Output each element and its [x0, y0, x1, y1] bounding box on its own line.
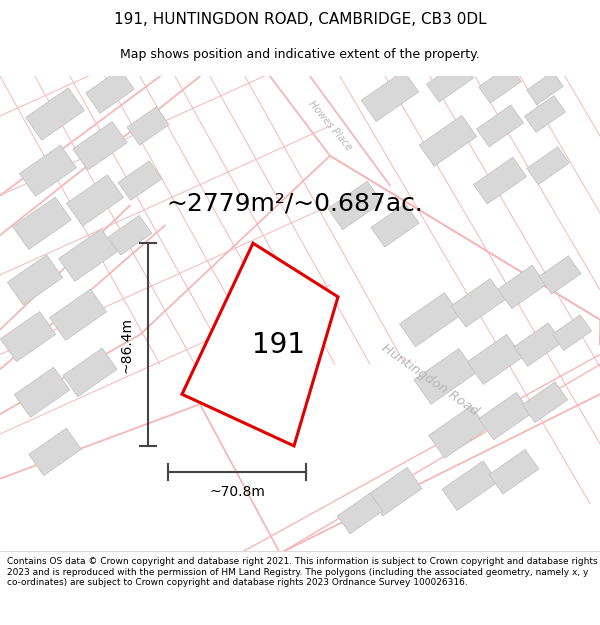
Text: ~86.4m: ~86.4m: [119, 316, 133, 372]
Polygon shape: [361, 71, 419, 121]
Polygon shape: [26, 88, 85, 140]
Polygon shape: [479, 392, 531, 440]
Polygon shape: [127, 107, 169, 145]
Text: 191, HUNTINGDON ROAD, CAMBRIDGE, CB3 0DL: 191, HUNTINGDON ROAD, CAMBRIDGE, CB3 0DL: [113, 11, 487, 26]
Polygon shape: [86, 69, 134, 113]
Polygon shape: [527, 147, 569, 184]
Polygon shape: [451, 279, 505, 327]
Text: Map shows position and indicative extent of the property.: Map shows position and indicative extent…: [120, 48, 480, 61]
Polygon shape: [67, 175, 124, 226]
Polygon shape: [328, 181, 382, 230]
Polygon shape: [498, 265, 546, 309]
Polygon shape: [7, 255, 62, 305]
Polygon shape: [553, 315, 592, 351]
Polygon shape: [63, 348, 117, 397]
Polygon shape: [182, 243, 338, 446]
Polygon shape: [337, 493, 383, 534]
Text: Howes Place: Howes Place: [307, 99, 353, 152]
Polygon shape: [442, 461, 498, 511]
Polygon shape: [1, 311, 56, 362]
Polygon shape: [476, 105, 524, 147]
Polygon shape: [19, 145, 77, 196]
Polygon shape: [489, 449, 539, 494]
Text: Contains OS data © Crown copyright and database right 2021. This information is : Contains OS data © Crown copyright and d…: [7, 557, 598, 587]
Text: Huntingdon Road: Huntingdon Road: [379, 341, 481, 418]
Polygon shape: [13, 197, 71, 249]
Text: ~70.8m: ~70.8m: [209, 484, 265, 499]
Polygon shape: [514, 323, 562, 366]
Polygon shape: [479, 65, 521, 103]
Polygon shape: [428, 406, 487, 458]
Text: 191: 191: [252, 331, 305, 359]
Polygon shape: [400, 292, 461, 347]
Polygon shape: [118, 161, 162, 201]
Polygon shape: [49, 289, 107, 341]
Polygon shape: [427, 60, 473, 102]
Polygon shape: [523, 382, 568, 423]
Polygon shape: [414, 349, 476, 404]
Polygon shape: [14, 367, 70, 418]
Polygon shape: [467, 334, 523, 384]
Polygon shape: [524, 96, 565, 132]
Polygon shape: [371, 204, 419, 247]
Polygon shape: [29, 428, 81, 476]
Polygon shape: [368, 468, 422, 516]
Polygon shape: [108, 216, 152, 255]
Text: ~2779m²/~0.687ac.: ~2779m²/~0.687ac.: [167, 191, 424, 216]
Polygon shape: [527, 72, 563, 104]
Polygon shape: [73, 121, 127, 170]
Polygon shape: [473, 157, 527, 204]
Polygon shape: [59, 229, 118, 281]
Polygon shape: [539, 256, 581, 294]
Polygon shape: [419, 116, 477, 166]
